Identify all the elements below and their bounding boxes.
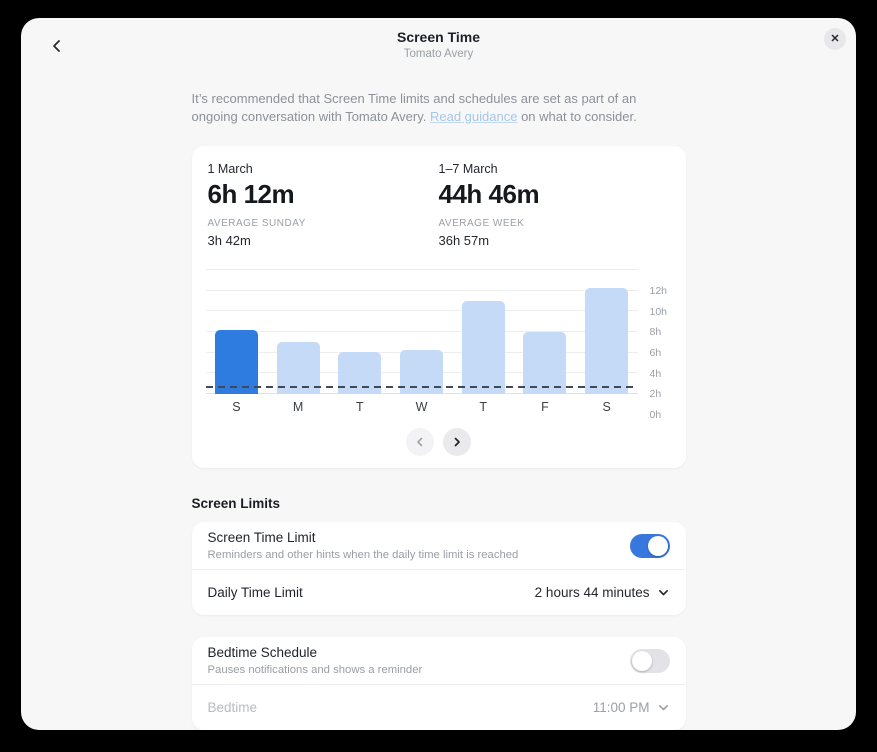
week-stat-date: 1–7 March	[438, 162, 498, 176]
bedtime-card: Bedtime Schedule Pauses notifications an…	[191, 637, 686, 730]
usage-bar-T-4[interactable]	[461, 301, 505, 394]
dialog-header: Screen Time Tomato Avery ✕	[21, 18, 856, 72]
y-axis-tick-label: 10h	[649, 305, 668, 318]
bedtime-schedule-title: Bedtime Schedule	[207, 645, 318, 660]
chevron-down-icon	[657, 586, 670, 599]
intro-text: It’s recommended that Screen Time limits…	[192, 90, 686, 125]
intro-after: on what to consider.	[517, 108, 637, 124]
daily-time-limit-label: Daily Time Limit	[207, 585, 303, 600]
previous-week-button[interactable]	[406, 428, 434, 456]
y-axis-tick-label: 0h	[649, 409, 662, 421]
bedtime-value: 11:00 PM	[592, 700, 650, 715]
day-stat-date: 1 March	[207, 162, 253, 176]
page-subtitle: Tomato Avery	[403, 48, 474, 60]
bedtime-select[interactable]: 11:00 PM	[593, 700, 670, 715]
usage-bar-chart: S M T W T F S 0h 2h 4h 6h 8h 10h 12h	[205, 269, 670, 421]
day-label-5: F	[541, 400, 549, 414]
day-stat-total: 6h 12m	[207, 179, 295, 209]
bedtime-row: Bedtime 11:00 PM	[192, 685, 686, 730]
day-label-0: S	[232, 400, 241, 414]
usage-bar-M-1[interactable]	[276, 342, 320, 394]
day-avg-value: 3h 42m	[207, 233, 251, 248]
screen-time-limit-row: Screen Time Limit Reminders and other hi…	[192, 522, 686, 569]
intro-before: It’s recommended that Screen Time limits…	[191, 91, 637, 124]
gridline-10h	[205, 289, 638, 291]
read-guidance-link[interactable]: Read guidance	[429, 108, 518, 124]
page-title: Screen Time	[396, 29, 480, 45]
y-axis-tick-label: 12h	[649, 285, 668, 297]
chart-bars	[206, 270, 638, 394]
bedtime-label: Bedtime	[207, 700, 258, 715]
row-divider	[191, 684, 686, 685]
week-stat-total: 44h 46m	[438, 179, 540, 209]
bedtime-schedule-toggle[interactable]	[629, 648, 670, 673]
week-avg-value: 36h 57m	[438, 233, 490, 248]
average-limit-dashed-line	[205, 386, 638, 388]
screen-limit-card: Screen Time Limit Reminders and other hi…	[191, 522, 686, 615]
y-axis-tick-label: 4h	[649, 367, 662, 380]
back-button[interactable]	[45, 34, 69, 58]
screen-limits-heading: Screen Limits	[191, 496, 281, 511]
gridline-8h	[205, 310, 638, 312]
screen-time-limit-title: Screen Time Limit	[207, 530, 316, 545]
chevron-left-icon	[50, 39, 64, 53]
screen-time-limit-subtitle: Reminders and other hints when the daily…	[207, 549, 519, 561]
chevron-left-icon	[414, 436, 426, 448]
gridline-12h	[205, 269, 638, 270]
row-divider	[191, 569, 686, 570]
chart-nav	[192, 428, 686, 456]
chevron-down-icon	[657, 701, 670, 714]
close-icon: ✕	[830, 32, 840, 45]
day-label-4: T	[479, 400, 488, 414]
y-axis-tick-label: 8h	[649, 326, 662, 339]
usage-bar-S-6[interactable]	[585, 288, 629, 394]
daily-time-limit-select[interactable]: 2 hours 44 minutes	[535, 585, 670, 600]
screen-time-limit-toggle[interactable]	[629, 533, 670, 558]
y-axis-tick-label: 6h	[649, 347, 662, 359]
screen-time-dialog: Screen Time Tomato Avery ✕ It’s recommen…	[21, 18, 856, 730]
usage-card: 1 March 6h 12m AVERAGE SUNDAY 3h 42m 1–7…	[191, 146, 686, 468]
usage-bar-F-5[interactable]	[523, 332, 567, 394]
day-label-6: S	[602, 400, 611, 414]
bedtime-schedule-row: Bedtime Schedule Pauses notifications an…	[192, 637, 686, 684]
day-avg-label: AVERAGE SUNDAY	[207, 218, 306, 229]
gridline-6h	[205, 331, 638, 332]
daily-time-limit-value: 2 hours 44 minutes	[534, 585, 650, 600]
usage-bar-S-0[interactable]	[214, 330, 258, 394]
day-stat: 1 March 6h 12m AVERAGE SUNDAY 3h 42m	[208, 160, 439, 250]
day-label-1: M	[292, 400, 304, 414]
week-avg-label: AVERAGE WEEK	[438, 218, 525, 229]
y-axis-tick-label: 2h	[649, 388, 662, 401]
close-button[interactable]: ✕	[824, 28, 846, 50]
day-label-2: T	[355, 400, 364, 414]
bedtime-schedule-subtitle: Pauses notifications and shows a reminde…	[207, 664, 423, 676]
daily-time-limit-row: Daily Time Limit 2 hours 44 minutes	[192, 570, 686, 615]
next-week-button[interactable]	[443, 428, 471, 456]
week-stat: 1–7 March 44h 46m AVERAGE WEEK 36h 57m	[439, 160, 670, 250]
chevron-right-icon	[451, 436, 463, 448]
day-label-3: W	[415, 400, 428, 414]
